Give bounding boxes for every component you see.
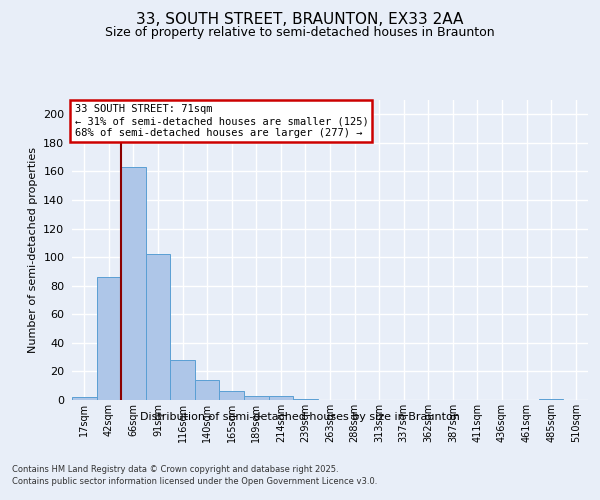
Bar bbox=[220, 392, 244, 400]
Bar bbox=[72, 397, 97, 400]
Bar bbox=[269, 396, 293, 400]
Bar bbox=[293, 398, 318, 400]
Text: 33, SOUTH STREET, BRAUNTON, EX33 2AA: 33, SOUTH STREET, BRAUNTON, EX33 2AA bbox=[136, 12, 464, 28]
Bar bbox=[539, 398, 563, 400]
Bar bbox=[121, 167, 146, 400]
Text: Contains HM Land Registry data © Crown copyright and database right 2025.: Contains HM Land Registry data © Crown c… bbox=[12, 465, 338, 474]
Bar bbox=[195, 380, 220, 400]
Bar bbox=[170, 360, 195, 400]
Y-axis label: Number of semi-detached properties: Number of semi-detached properties bbox=[28, 147, 38, 353]
Bar bbox=[97, 277, 121, 400]
Text: 33 SOUTH STREET: 71sqm
← 31% of semi-detached houses are smaller (125)
68% of se: 33 SOUTH STREET: 71sqm ← 31% of semi-det… bbox=[74, 104, 368, 138]
Bar bbox=[146, 254, 170, 400]
Bar bbox=[244, 396, 269, 400]
Text: Size of property relative to semi-detached houses in Braunton: Size of property relative to semi-detach… bbox=[105, 26, 495, 39]
Text: Distribution of semi-detached houses by size in Braunton: Distribution of semi-detached houses by … bbox=[140, 412, 460, 422]
Text: Contains public sector information licensed under the Open Government Licence v3: Contains public sector information licen… bbox=[12, 478, 377, 486]
